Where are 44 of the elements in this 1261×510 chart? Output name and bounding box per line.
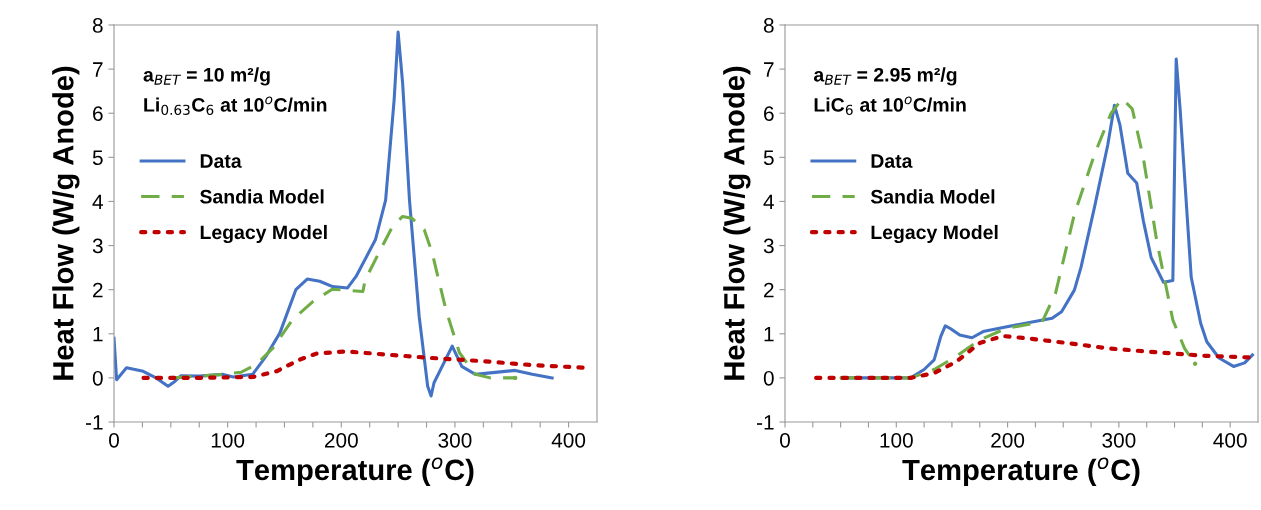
y-tick-label: 6 (764, 106, 774, 121)
x-tick-label: 400 (1213, 432, 1247, 448)
legend-label: Data (871, 154, 913, 168)
annotation: a$_{BET}$ = 10 m²/g (143, 67, 270, 86)
legend-label: Legacy Model (200, 224, 327, 244)
y-tick-label: 2 (764, 282, 774, 298)
y-tick-label: 8 (92, 18, 103, 33)
y-tick-label: 5 (92, 150, 103, 166)
annotation: Li$_{0.63}$C$_{6}$ at 10$^{o}$C/min (144, 96, 327, 115)
y-tick-label: 2 (93, 282, 103, 298)
y-tick-label: 7 (764, 62, 774, 77)
x-axis-title: Temperature ($^{o}$C) (236, 457, 474, 487)
x-tick-label: 0 (780, 432, 790, 448)
annotation: a$_{BET}$ = 2.95 m²/g (813, 67, 957, 86)
x-tick-label: 200 (324, 432, 358, 448)
y-tick-label: 6 (93, 106, 103, 121)
y-tick-label: 8 (763, 18, 774, 33)
y-tick-label: 0 (92, 370, 103, 386)
y-tick-label: -1 (85, 415, 103, 430)
x-tick-label: 200 (991, 432, 1025, 448)
x-tick-label: 0 (109, 432, 119, 448)
legend-label: Legacy Model (871, 224, 998, 244)
y-axis-title: Heat Flow (W/g Anode) (723, 66, 751, 380)
y-tick-label: 0 (763, 370, 774, 386)
y-tick-label: 4 (92, 194, 103, 209)
x-tick-label: 100 (880, 432, 913, 448)
y-tick-label: 5 (763, 150, 774, 166)
legend-label: Sandia Model (200, 189, 324, 204)
x-tick-label: 400 (551, 432, 586, 448)
y-axis-title: Heat Flow (W/g Anode) (52, 66, 80, 380)
y-tick-label: 7 (93, 62, 103, 77)
y-tick-label: 3 (763, 238, 774, 254)
y-tick-label: 1 (93, 326, 103, 342)
x-tick-label: 300 (1102, 432, 1136, 448)
x-axis-title: Temperature ($^{o}$C) (902, 457, 1140, 487)
y-tick-label: -1 (756, 415, 774, 430)
annotation: LiC$_{6}$ at 10$^{o}$C/min (814, 96, 966, 115)
legend-label: Sandia Model (870, 189, 995, 204)
legend-label: Data (200, 154, 242, 168)
x-tick-label: 100 (211, 432, 245, 448)
y-tick-label: 4 (763, 194, 774, 209)
x-tick-label: 300 (438, 432, 472, 448)
y-tick-label: 1 (764, 326, 774, 342)
y-tick-label: 3 (92, 238, 103, 254)
